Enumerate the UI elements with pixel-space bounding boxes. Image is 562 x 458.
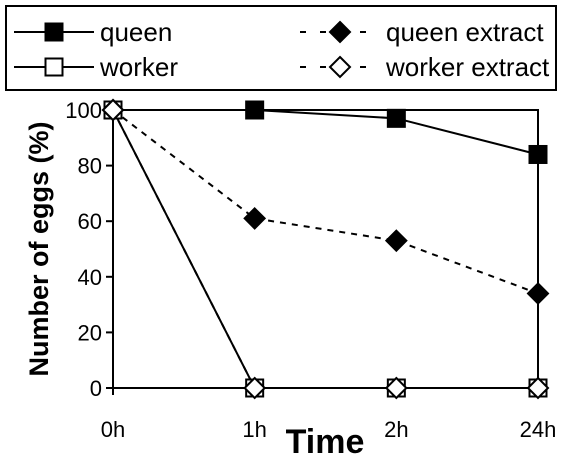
legend-label: queen	[100, 17, 172, 47]
legend: queen queen extract worker worker extract	[5, 5, 557, 91]
y-axis: 0 20 40 60 80 100	[65, 98, 113, 401]
legend-marker	[44, 22, 64, 42]
data-point-queen-extract	[243, 207, 267, 230]
x-tick-label: 2h	[384, 417, 408, 442]
x-axis-label: Time	[286, 423, 365, 458]
data-point-queen	[386, 108, 406, 128]
x-tick-label: 0h	[101, 417, 125, 442]
y-tick-label: 100	[65, 98, 102, 123]
series-line-worker	[112, 109, 538, 389]
legend-item-worker: worker	[14, 52, 178, 82]
x-axis: 0h 1h 2h 24h	[101, 388, 557, 442]
legend-label: worker extract	[385, 52, 550, 82]
legend-label: queen extract	[386, 17, 544, 47]
data-point-queen	[245, 100, 265, 120]
data-point-queen	[528, 144, 548, 164]
data-point-worker-extract	[243, 376, 267, 400]
series-line-queen-extract	[112, 109, 539, 295]
y-tick-label: 80	[78, 154, 102, 179]
legend-label: worker	[99, 52, 178, 82]
plot-frame	[112, 109, 539, 389]
legend-item-worker-extract: worker extract	[300, 52, 550, 82]
legend-marker	[44, 57, 64, 77]
y-axis-label: Number of eggs (%)	[24, 121, 54, 376]
data-point-worker-extract	[101, 98, 125, 122]
legend-box	[5, 5, 557, 91]
y-tick-label: 20	[78, 320, 102, 345]
y-tick-label: 0	[90, 376, 102, 401]
data-point-queen-extract	[526, 282, 550, 305]
data-point-queen-extract	[384, 229, 408, 253]
series-markers	[101, 98, 550, 400]
series-line-queen	[113, 109, 539, 156]
legend-marker	[328, 20, 352, 44]
y-tick-label: 40	[78, 265, 102, 290]
x-tick-label: 1h	[242, 417, 266, 442]
plot-area: 0 20 40 60 80 100 0h 1h 2h 24h	[65, 98, 556, 442]
legend-marker	[328, 55, 352, 79]
data-point-worker-extract	[526, 376, 550, 400]
series-lines	[112, 109, 539, 389]
legend-item-queen: queen	[14, 17, 172, 47]
x-tick-label: 24h	[520, 417, 557, 442]
y-tick-label: 60	[78, 209, 102, 234]
data-point-worker-extract	[384, 376, 408, 400]
legend-item-queen-extract: queen extract	[300, 17, 544, 47]
series-line-worker-extract	[112, 109, 538, 389]
